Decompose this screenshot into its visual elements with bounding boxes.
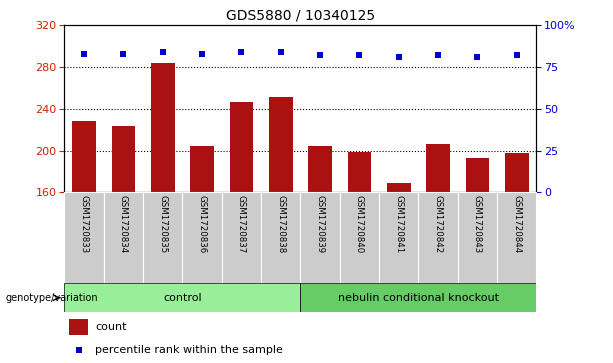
Point xyxy=(118,51,128,57)
Text: GSM1720841: GSM1720841 xyxy=(394,195,403,253)
Text: percentile rank within the sample: percentile rank within the sample xyxy=(95,345,283,355)
Point xyxy=(394,54,403,60)
Text: control: control xyxy=(163,293,202,303)
Text: GSM1720835: GSM1720835 xyxy=(158,195,167,253)
Bar xyxy=(300,283,536,312)
Bar xyxy=(190,147,214,192)
Bar xyxy=(465,158,489,192)
Text: GSM1720833: GSM1720833 xyxy=(80,195,88,253)
Text: nebulin conditional knockout: nebulin conditional knockout xyxy=(338,293,499,303)
Bar xyxy=(64,283,300,312)
Bar xyxy=(497,192,536,283)
Bar xyxy=(104,192,143,283)
Point xyxy=(74,347,83,353)
Bar xyxy=(112,126,135,192)
Bar xyxy=(269,97,292,192)
Bar xyxy=(426,144,450,192)
Bar xyxy=(64,192,104,283)
Point xyxy=(197,51,207,57)
Text: count: count xyxy=(95,322,126,332)
Text: genotype/variation: genotype/variation xyxy=(5,293,98,303)
Title: GDS5880 / 10340125: GDS5880 / 10340125 xyxy=(226,9,375,23)
Point xyxy=(158,49,167,55)
Bar xyxy=(505,153,528,192)
Bar xyxy=(151,63,175,192)
Bar xyxy=(340,192,379,283)
Point xyxy=(512,53,522,58)
Bar xyxy=(229,102,253,192)
Point xyxy=(79,51,89,57)
Point xyxy=(315,53,325,58)
Point xyxy=(433,53,443,58)
Text: GSM1720840: GSM1720840 xyxy=(355,195,364,253)
Text: GSM1720836: GSM1720836 xyxy=(197,195,207,253)
Bar xyxy=(261,192,300,283)
Text: GSM1720839: GSM1720839 xyxy=(316,195,324,253)
Bar xyxy=(72,121,96,192)
Bar xyxy=(379,192,418,283)
Bar xyxy=(308,147,332,192)
Text: GSM1720843: GSM1720843 xyxy=(473,195,482,253)
Bar xyxy=(183,192,222,283)
Text: GSM1720834: GSM1720834 xyxy=(119,195,128,253)
Bar xyxy=(222,192,261,283)
Bar xyxy=(348,152,371,192)
Bar xyxy=(387,183,411,192)
Bar xyxy=(458,192,497,283)
Bar xyxy=(143,192,183,283)
Text: GSM1720844: GSM1720844 xyxy=(512,195,521,253)
Point xyxy=(473,54,482,60)
Bar xyxy=(69,319,88,335)
Text: GSM1720837: GSM1720837 xyxy=(237,195,246,253)
Bar xyxy=(418,192,458,283)
Text: GSM1720842: GSM1720842 xyxy=(433,195,443,253)
Point xyxy=(237,49,246,55)
Point xyxy=(354,53,364,58)
Point xyxy=(276,49,286,55)
Text: GSM1720838: GSM1720838 xyxy=(276,195,285,253)
Bar xyxy=(300,192,340,283)
